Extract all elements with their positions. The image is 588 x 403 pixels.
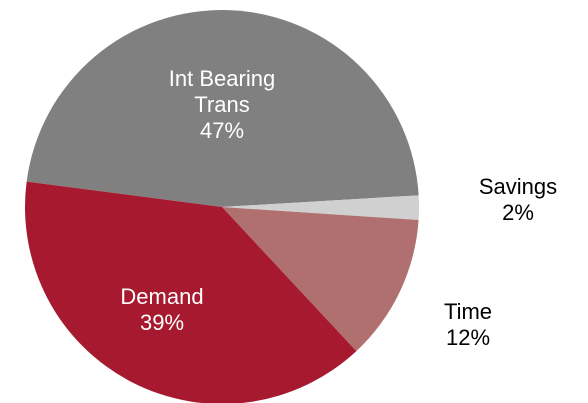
- pie-slice: [222, 195, 419, 221]
- category-label: Int Bearing Trans: [168, 66, 276, 117]
- value-label: 2%: [502, 200, 534, 225]
- category-label: Time: [443, 299, 493, 324]
- slice-label: Int Bearing Trans 47%: [157, 66, 287, 144]
- category-label: Savings: [478, 174, 558, 199]
- value-label: 39%: [139, 310, 185, 335]
- slice-label: Time 12%: [413, 299, 523, 351]
- category-label: Demand: [120, 284, 204, 309]
- slice-label: Demand 39%: [97, 284, 227, 336]
- pie-slice: [26, 10, 419, 208]
- pie-slice: [222, 207, 419, 352]
- value-label: 12%: [445, 325, 491, 350]
- slice-label: Savings 2%: [463, 174, 573, 226]
- value-label: 47%: [199, 118, 245, 143]
- pie-slice: [25, 181, 357, 403]
